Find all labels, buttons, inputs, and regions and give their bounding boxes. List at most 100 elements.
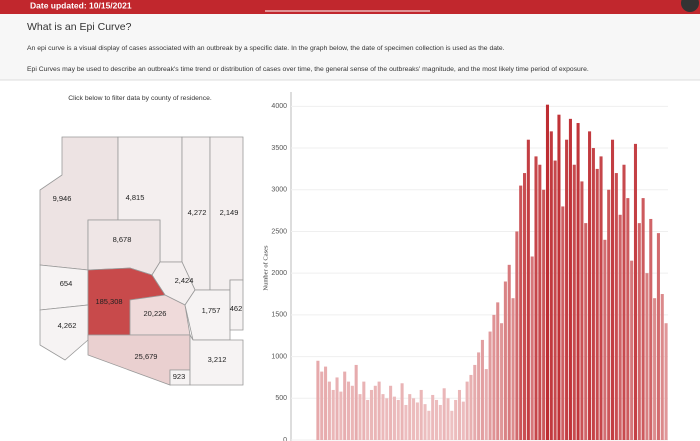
- bar: [618, 214, 622, 440]
- county-label: 2,149: [220, 208, 239, 217]
- bar: [381, 394, 385, 440]
- bar: [469, 374, 473, 440]
- bar: [576, 123, 580, 441]
- bar: [553, 160, 557, 440]
- bar: [641, 198, 645, 440]
- bar: [369, 389, 374, 440]
- bar: [603, 239, 607, 440]
- bar: [339, 391, 343, 440]
- bar: [549, 131, 553, 441]
- county-label: 2,424: [175, 276, 194, 285]
- bar: [614, 173, 618, 440]
- bar: [522, 173, 527, 440]
- bar: [454, 399, 458, 440]
- bar: [588, 131, 592, 441]
- y-tick-label: 3500: [271, 145, 287, 152]
- bar: [568, 118, 572, 440]
- bar: [392, 396, 396, 440]
- county[interactable]: [184, 289, 231, 341]
- bar: [484, 369, 488, 440]
- bar: [530, 256, 534, 440]
- y-tick-label: 2000: [271, 270, 287, 277]
- bar: [637, 223, 641, 440]
- bar: [496, 302, 500, 440]
- bar: [465, 381, 469, 440]
- bar: [335, 377, 339, 440]
- bar: [316, 360, 320, 440]
- bar: [488, 331, 492, 440]
- county[interactable]: [129, 294, 191, 336]
- bar: [373, 385, 377, 440]
- bar: [557, 114, 561, 441]
- bar: [473, 364, 477, 440]
- county-label: 4,272: [188, 208, 207, 217]
- bar: [480, 339, 484, 440]
- bar: [404, 404, 408, 440]
- county-label: 8,678: [113, 235, 132, 244]
- bar: [519, 185, 523, 440]
- county-label: 654: [60, 279, 73, 288]
- bar: [653, 298, 657, 440]
- bar: [572, 164, 576, 441]
- y-tick-label: 1000: [271, 353, 287, 360]
- bar: [580, 181, 584, 441]
- y-axis-label: Number of Cases: [262, 245, 269, 291]
- bar: [354, 364, 358, 440]
- bar: [492, 314, 496, 440]
- date-updated: Date updated: 10/15/2021: [30, 0, 132, 10]
- header-bar: [0, 0, 700, 14]
- county-label: 4,262: [58, 321, 77, 330]
- county[interactable]: [87, 219, 161, 276]
- bar: [511, 298, 515, 440]
- help-button[interactable]: [681, 0, 699, 12]
- y-tick-label: 0: [283, 437, 287, 441]
- bar: [526, 139, 530, 440]
- bar: [607, 189, 611, 440]
- intro-paragraph: An epi curve is a visual display of case…: [27, 45, 505, 52]
- y-tick-label: 4000: [271, 103, 287, 110]
- county-label: 9,946: [53, 194, 72, 203]
- county-label: 923: [173, 372, 186, 381]
- bar: [446, 398, 450, 440]
- bar: [507, 264, 511, 440]
- bar: [438, 404, 442, 440]
- y-tick-label: 3000: [271, 187, 287, 194]
- bar: [660, 294, 664, 440]
- bar: [595, 168, 599, 440]
- bar: [385, 398, 389, 440]
- bar: [515, 231, 519, 440]
- bar: [324, 366, 328, 440]
- bar: [366, 399, 370, 440]
- bar: [358, 394, 362, 440]
- bar: [477, 352, 481, 440]
- bar: [389, 385, 393, 440]
- intro-paragraph: Epi Curves may be used to describe an ou…: [27, 66, 589, 73]
- bar: [538, 164, 542, 441]
- county-label: 1,757: [202, 306, 221, 315]
- bar: [534, 156, 538, 440]
- county-label: 20,226: [144, 309, 167, 318]
- bar: [331, 389, 335, 440]
- intro-panel: [0, 14, 700, 80]
- county-map: 9,946 4,815 4,272 2,149 8,678 2,424 654 …: [39, 136, 244, 386]
- bar: [377, 381, 381, 440]
- county[interactable]: [229, 279, 244, 331]
- bar: [423, 404, 427, 440]
- bar: [412, 398, 416, 440]
- bar: [645, 273, 649, 440]
- bar: [656, 233, 660, 440]
- county-label: 3,212: [208, 355, 227, 364]
- bar: [400, 383, 404, 440]
- bar: [450, 410, 454, 440]
- county-label: 4,815: [126, 193, 145, 202]
- bar: [591, 148, 595, 441]
- bar: [350, 385, 354, 440]
- bar: [327, 381, 331, 440]
- bar: [362, 381, 366, 440]
- bar: [457, 389, 462, 440]
- bar: [419, 389, 423, 440]
- county[interactable]: [189, 333, 244, 386]
- bar: [630, 260, 634, 440]
- county[interactable]: [39, 304, 89, 361]
